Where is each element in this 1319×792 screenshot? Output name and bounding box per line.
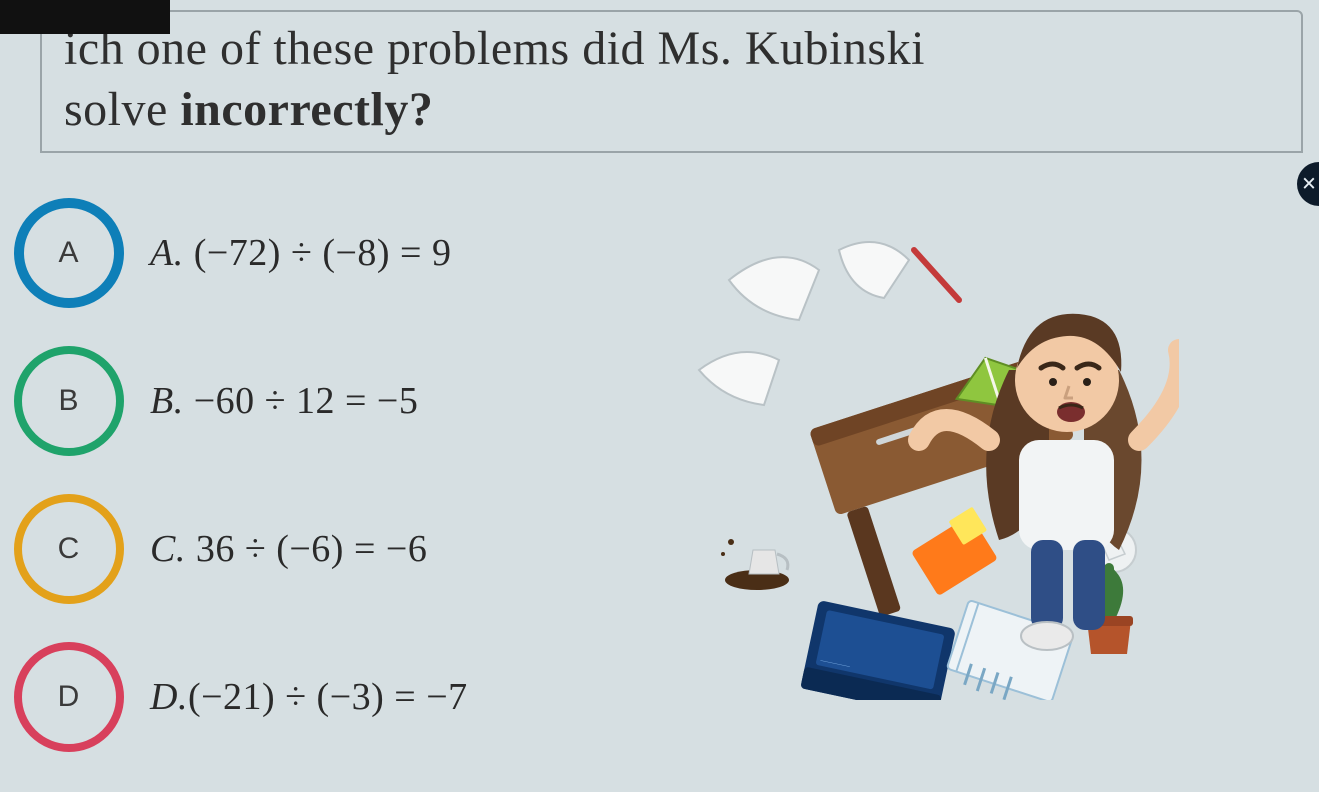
question-text: ich one of these problems did Ms. Kubins…: [64, 18, 1279, 141]
option-circle-b[interactable]: B: [14, 346, 124, 456]
option-equation: D.(−21) ÷ (−3) = −7: [150, 675, 468, 719]
close-icon: ×: [1302, 169, 1317, 199]
option-letter: B: [58, 384, 79, 418]
question-line2-pre: solve: [64, 83, 180, 136]
answer-option-c[interactable]: C C. 36 ÷ (−6) = −6: [14, 494, 654, 604]
option-circle-c[interactable]: C: [14, 494, 124, 604]
question-line2-bold: incorrectly?: [180, 83, 433, 136]
option-equation: B. −60 ÷ 12 = −5: [150, 379, 418, 423]
option-letter: D: [58, 680, 81, 714]
option-equation: C. 36 ÷ (−6) = −6: [150, 527, 427, 571]
desk-flip-illustration: _____: [669, 220, 1179, 700]
option-equation: A. (−72) ÷ (−8) = 9: [150, 231, 451, 275]
obscured-top-left: [0, 0, 170, 34]
answer-option-a[interactable]: A A. (−72) ÷ (−8) = 9: [14, 198, 654, 308]
question-line1: ich one of these problems did Ms. Kubins…: [64, 22, 925, 75]
close-panel-button[interactable]: ×: [1297, 162, 1319, 206]
answers-list: A A. (−72) ÷ (−8) = 9 B B. −60 ÷ 12 = −5 C C.…: [14, 198, 654, 790]
option-circle-a[interactable]: A: [14, 198, 124, 308]
question-box: ich one of these problems did Ms. Kubins…: [40, 10, 1303, 153]
option-letter: A: [58, 236, 79, 270]
option-letter: C: [58, 532, 81, 566]
answer-option-d[interactable]: D D.(−21) ÷ (−3) = −7: [14, 642, 654, 752]
answer-option-b[interactable]: B B. −60 ÷ 12 = −5: [14, 346, 654, 456]
option-circle-d[interactable]: D: [14, 642, 124, 752]
